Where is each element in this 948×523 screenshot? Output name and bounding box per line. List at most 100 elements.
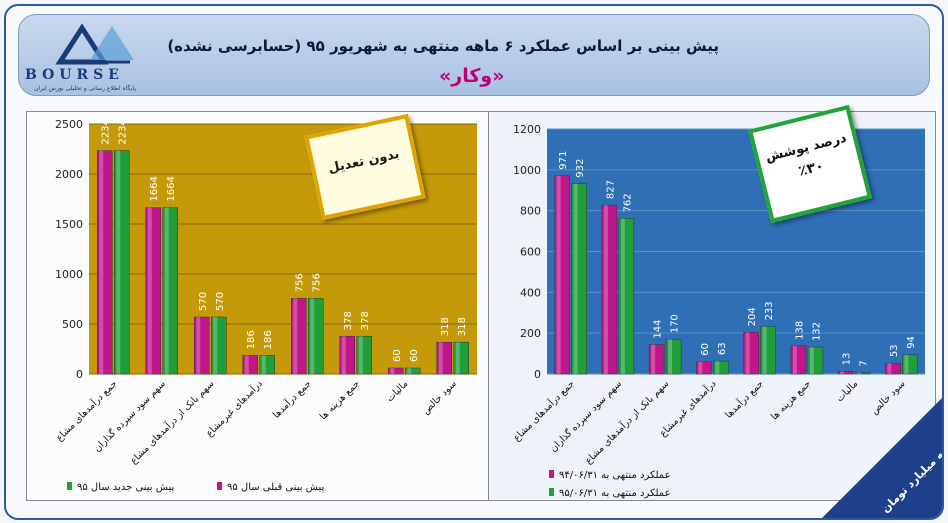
data-label: 932 xyxy=(575,159,586,178)
logo-text: BOURSE xyxy=(25,67,124,83)
data-label: 570 xyxy=(215,292,226,311)
bar xyxy=(696,361,712,375)
header-banner: پیش بینی بر اساس عملکرد ۶ ماهه منتهی به … xyxy=(18,14,930,96)
y-tick-label: 200 xyxy=(520,327,541,340)
y-tick-label: 1000 xyxy=(513,164,541,177)
y-tick-label: 1200 xyxy=(513,123,541,136)
y-tick-label: 1000 xyxy=(55,268,83,281)
bar xyxy=(145,207,161,375)
data-label: 756 xyxy=(295,273,306,292)
data-label: 762 xyxy=(622,193,633,212)
bar xyxy=(211,316,227,375)
bar xyxy=(97,150,113,375)
bar xyxy=(291,298,307,375)
x-tick-label: مالیات xyxy=(384,378,410,404)
y-tick-label: 2500 xyxy=(55,118,83,131)
x-tick-label: جمع درآمدها xyxy=(722,377,766,421)
y-tick-label: 600 xyxy=(520,246,541,259)
legend-swatch xyxy=(549,488,554,496)
bar xyxy=(760,326,776,375)
data-label: 1664 xyxy=(166,176,177,201)
data-label: 318 xyxy=(440,317,451,336)
data-label: 186 xyxy=(246,330,257,349)
data-label: 138 xyxy=(794,321,805,340)
data-label: 144 xyxy=(653,320,664,339)
page-title: پیش بینی بر اساس عملکرد ۶ ماهه منتهی به … xyxy=(167,37,719,55)
bar xyxy=(665,339,682,375)
data-label: 60 xyxy=(409,349,420,362)
data-label: 170 xyxy=(670,314,681,333)
y-tick-label: 1500 xyxy=(55,218,83,231)
no-adjustment-label: بدون تعدیل xyxy=(326,146,401,177)
legend-entry: عملکرد منتهی به ۹۴/۰۶/۳۱ xyxy=(559,470,671,481)
y-tick-label: 2000 xyxy=(55,168,83,181)
bar xyxy=(902,354,918,375)
y-tick-label: 500 xyxy=(62,318,83,331)
bar xyxy=(648,344,665,375)
legend-entry: پیش بینی جدید سال ۹۵ xyxy=(77,482,175,493)
bar xyxy=(436,341,452,375)
data-label: 233 xyxy=(764,301,775,320)
bar xyxy=(339,335,355,375)
y-tick-label: 0 xyxy=(76,368,83,381)
bar xyxy=(743,332,759,375)
data-label: 570 xyxy=(198,292,209,311)
page-subtitle: «وکار» xyxy=(439,65,505,87)
x-tick-label: جمع هزینه ها xyxy=(769,378,813,422)
bar xyxy=(162,207,178,375)
bar xyxy=(837,371,854,375)
bar xyxy=(618,218,635,375)
bar xyxy=(405,367,421,375)
data-label: 378 xyxy=(343,311,354,330)
bar xyxy=(388,367,404,375)
data-label: 63 xyxy=(717,342,728,355)
bar xyxy=(114,150,130,375)
legend-entry: عملکرد منتهی به ۹۵/۰۶/۳۱ xyxy=(559,488,671,499)
data-label: 94 xyxy=(906,336,917,349)
data-label: 204 xyxy=(747,307,758,326)
bar xyxy=(885,362,901,375)
data-label: 827 xyxy=(605,180,616,199)
bar xyxy=(356,335,372,375)
bar xyxy=(713,360,729,375)
data-label: 1664 xyxy=(149,176,160,201)
bar xyxy=(242,355,258,375)
bourse-logo xyxy=(20,20,170,90)
bar xyxy=(453,341,469,375)
logo-tagline: پایگاه اطلاع رسانی و تحلیلی بورس ایران xyxy=(34,85,136,92)
data-label: 60 xyxy=(392,349,403,362)
x-tick-label: جمع هزینه ها xyxy=(318,378,362,422)
bar xyxy=(790,345,807,375)
x-tick-label: سهم بانک از درآمدهای مشاع xyxy=(127,377,217,467)
y-tick-label: 0 xyxy=(534,368,541,381)
x-tick-label: جمع درآمدها xyxy=(270,377,314,421)
bar xyxy=(807,346,824,375)
legend-entry: پیش بینی قبلی سال ۹۵ xyxy=(227,482,325,493)
units-corner: ارقام به میلیارد تومان xyxy=(822,398,942,518)
data-label: 2234 xyxy=(118,119,129,144)
data-label: 971 xyxy=(558,151,569,170)
x-tick-label: سود خالص xyxy=(420,378,459,417)
main-frame: پیش بینی بر اساس عملکرد ۶ ماهه منتهی به … xyxy=(4,4,944,520)
bar xyxy=(554,175,570,375)
data-label: 378 xyxy=(360,311,371,330)
legend-swatch xyxy=(549,470,554,478)
data-label: 2234 xyxy=(101,119,112,144)
y-tick-label: 400 xyxy=(520,286,541,299)
bar xyxy=(259,355,275,375)
data-label: 7 xyxy=(859,360,870,366)
data-label: 13 xyxy=(842,353,853,366)
data-label: 318 xyxy=(457,317,468,336)
bar xyxy=(308,298,324,375)
bar xyxy=(601,204,618,375)
data-label: 756 xyxy=(312,273,323,292)
legend-swatch xyxy=(67,482,72,490)
logo-mark-icon xyxy=(55,23,134,65)
data-label: 132 xyxy=(811,322,822,341)
bar xyxy=(854,372,871,375)
bar xyxy=(194,316,210,375)
data-label: 186 xyxy=(263,330,274,349)
y-tick-label: 800 xyxy=(520,205,541,218)
legend-swatch xyxy=(217,482,222,490)
